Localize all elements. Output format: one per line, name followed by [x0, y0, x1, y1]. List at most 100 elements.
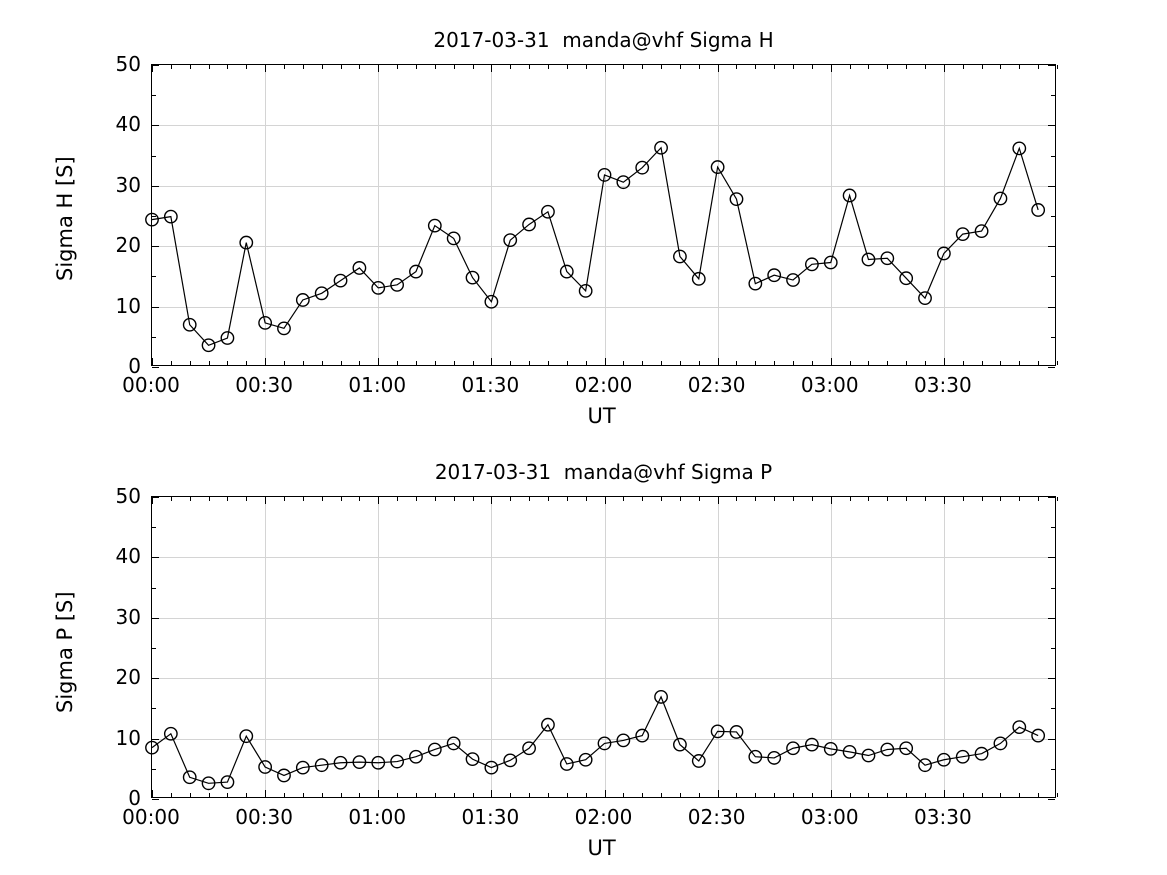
- x-tick-minor: [209, 793, 210, 797]
- x-tick-label: 03:30: [914, 373, 972, 397]
- x-tick-minor: [359, 497, 360, 501]
- x-tick-major: [491, 790, 492, 797]
- data-point-marker: [465, 270, 480, 285]
- x-tick-minor: [906, 497, 907, 501]
- x-tick-minor: [736, 793, 737, 797]
- data-point-marker: [842, 744, 857, 759]
- x-tick-major: [152, 358, 153, 365]
- data-point-marker: [503, 753, 518, 768]
- x-tick-major: [831, 497, 832, 504]
- data-point-marker: [993, 736, 1008, 751]
- x-tick-major: [831, 65, 832, 72]
- y-tick-major: [1048, 618, 1055, 619]
- x-tick-label: 03:00: [800, 805, 859, 829]
- x-tick-minor: [736, 65, 737, 69]
- x-tick-minor: [887, 793, 888, 797]
- x-tick-minor: [529, 793, 530, 797]
- x-tick-minor: [246, 65, 247, 69]
- x-tick-minor: [680, 497, 681, 501]
- y-tick-minor: [152, 769, 156, 770]
- x-tick-minor: [1038, 65, 1039, 69]
- x-tick-minor: [435, 793, 436, 797]
- data-point-marker: [522, 741, 536, 756]
- gridline-horizontal: [152, 739, 1055, 740]
- y-tick-label: 0: [128, 786, 141, 810]
- gridline-horizontal: [152, 186, 1055, 187]
- data-point-marker: [541, 204, 555, 219]
- x-tick-minor: [473, 497, 474, 501]
- x-tick-label: 03:30: [914, 805, 972, 829]
- x-tick-minor: [567, 793, 568, 797]
- x-tick-major: [718, 497, 719, 504]
- data-point-marker: [409, 264, 423, 279]
- data-point-marker: [861, 748, 876, 763]
- gridline-vertical: [491, 497, 492, 797]
- data-point-marker: [503, 233, 518, 248]
- x-tick-minor: [227, 65, 228, 69]
- x-tick-major: [718, 358, 719, 365]
- data-point-marker: [522, 217, 536, 232]
- y-tick-major: [152, 307, 159, 308]
- data-point-marker: [277, 768, 291, 783]
- x-tick-major: [718, 65, 719, 72]
- x-tick-minor: [473, 793, 474, 797]
- x-tick-minor: [642, 65, 643, 69]
- x-tick-minor: [850, 497, 851, 501]
- gridline-vertical: [831, 497, 832, 797]
- x-tick-minor: [1038, 793, 1039, 797]
- x-tick-minor: [868, 65, 869, 69]
- x-tick-minor: [586, 361, 587, 365]
- x-tick-minor: [850, 793, 851, 797]
- x-tick-label: 03:00: [800, 373, 859, 397]
- data-point-marker: [277, 321, 291, 336]
- x-tick-minor: [190, 65, 191, 69]
- x-tick-minor: [209, 497, 210, 501]
- x-tick-minor: [359, 361, 360, 365]
- y-tick-major: [1048, 65, 1055, 66]
- y-tick-major: [152, 557, 159, 558]
- x-tick-minor: [397, 65, 398, 69]
- x-tick-minor: [982, 497, 983, 501]
- x-tick-minor: [586, 793, 587, 797]
- y-tick-minor: [152, 156, 156, 157]
- x-tick-minor: [661, 65, 662, 69]
- data-point-marker: [220, 775, 235, 789]
- x-tick-major: [152, 790, 153, 797]
- data-point-marker: [936, 752, 951, 767]
- x-axis-label-sigma-h: UT: [587, 404, 616, 428]
- x-tick-minor: [623, 65, 624, 69]
- y-tick-major: [152, 125, 159, 126]
- plot-area-sigma-h: [145, 64, 1058, 368]
- data-point-marker: [654, 690, 668, 704]
- y-tick-minor: [152, 648, 156, 649]
- data-point-marker: [427, 742, 442, 757]
- data-point-marker: [409, 749, 423, 764]
- x-tick-minor: [341, 65, 342, 69]
- x-tick-minor: [190, 361, 191, 365]
- x-tick-minor: [755, 65, 756, 69]
- x-tick-minor: [567, 497, 568, 501]
- x-tick-label: 02:00: [574, 373, 633, 397]
- gridline-vertical: [944, 497, 945, 797]
- x-tick-minor: [755, 497, 756, 501]
- data-point-marker: [371, 280, 386, 295]
- x-tick-major: [831, 358, 832, 365]
- data-point-marker: [390, 277, 405, 292]
- x-tick-minor: [397, 793, 398, 797]
- x-tick-minor: [906, 65, 907, 69]
- x-tick-minor: [171, 361, 172, 365]
- x-tick-minor: [774, 793, 775, 797]
- x-tick-minor: [623, 497, 624, 501]
- x-tick-minor: [341, 497, 342, 501]
- x-tick-minor: [793, 793, 794, 797]
- x-tick-minor: [774, 497, 775, 501]
- x-tick-major: [265, 790, 266, 797]
- y-tick-label: 20: [115, 233, 141, 258]
- x-tick-minor: [1038, 361, 1039, 365]
- data-point-marker: [880, 251, 895, 266]
- y-tick-major: [152, 739, 159, 740]
- y-tick-major: [1048, 246, 1055, 247]
- x-tick-minor: [755, 361, 756, 365]
- x-tick-minor: [736, 361, 737, 365]
- x-tick-minor: [680, 361, 681, 365]
